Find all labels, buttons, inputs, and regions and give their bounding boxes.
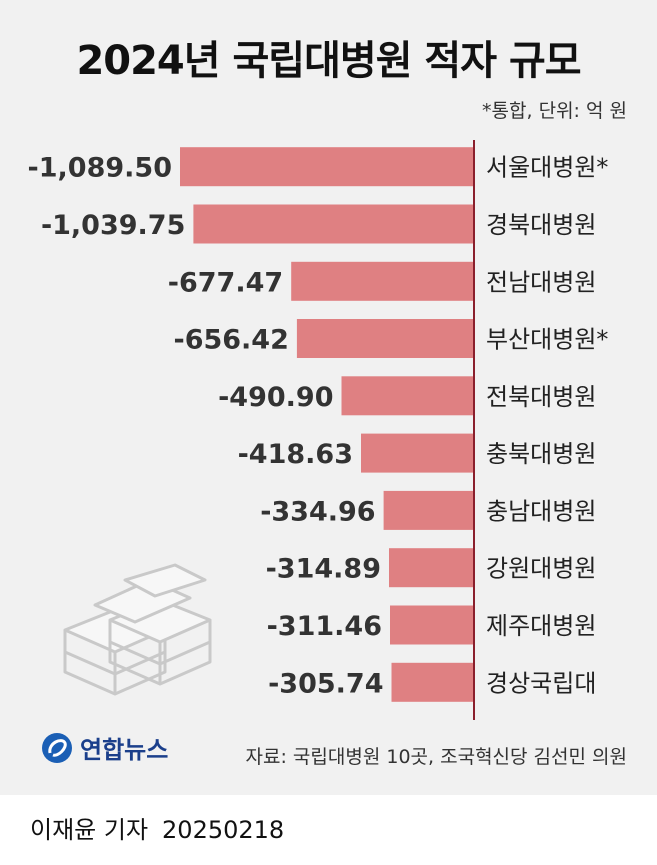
byline: 이재윤 기자 20250218 [30,810,284,845]
bar [341,376,474,416]
category-label: 경상국립대 [486,669,596,697]
bar [193,204,474,244]
value-label: -1,039.75 [41,210,185,241]
category-label: 충북대병원 [486,440,596,468]
category-label: 강원대병원 [486,555,596,583]
category-label: 충남대병원 [486,497,596,525]
category-label: 부산대병원* [486,326,608,354]
category-label: 제주대병원 [486,612,596,640]
value-label: -418.63 [238,439,353,470]
publish-date: 20250218 [162,816,285,844]
chart-title: 2024년 국립대병원 적자 규모 [76,38,581,84]
bar [291,261,474,301]
bar [296,319,474,358]
bar [390,605,474,645]
category-label: 서울대병원* [486,154,608,182]
value-label: -334.96 [260,496,375,527]
source-note: 자료: 국립대병원 10곳, 조국혁신당 김선민 의원 [245,746,627,768]
value-label: -490.90 [218,382,333,413]
bar [391,662,474,702]
bar [383,490,474,530]
bar [389,548,474,588]
category-label: 경북대병원 [486,211,596,239]
value-label: -311.46 [267,611,382,642]
bar-chart: -1,089.50 서울대병원* -1,039.75 경북대병원 -677.47 전남대병… [28,140,608,720]
value-label: -314.89 [266,554,381,585]
logo-text: 연합뉴스 [80,736,169,764]
yonhap-logo-icon [42,732,72,763]
category-label: 전남대병원 [486,268,596,296]
value-label: -656.42 [173,325,288,356]
bar [180,147,474,187]
value-label: -305.74 [268,668,383,699]
category-label: 전북대병원 [486,383,596,411]
value-label: -1,089.50 [28,153,172,184]
unit-note: *통합, 단위: 억 원 [482,100,627,122]
yonhap-logo: 연합뉴스 [40,730,168,765]
money-stack-icon [63,563,212,696]
bar [361,433,474,473]
reporter-name: 이재윤 기자 [30,816,149,844]
value-label: -677.47 [168,267,283,298]
